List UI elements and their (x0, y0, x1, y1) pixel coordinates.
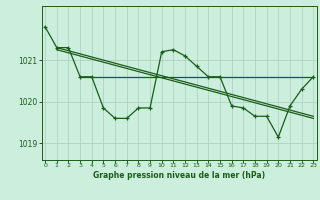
X-axis label: Graphe pression niveau de la mer (hPa): Graphe pression niveau de la mer (hPa) (93, 171, 265, 180)
